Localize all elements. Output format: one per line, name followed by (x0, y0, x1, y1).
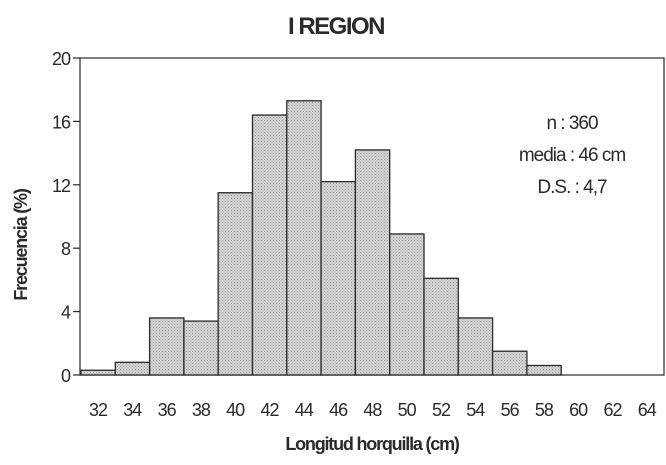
bar-32 (80, 369, 116, 376)
bar-56 (491, 350, 528, 376)
x-tick-label: 64 (638, 400, 657, 420)
x-tick-label: 54 (466, 400, 485, 420)
x-axis-label: Longitud horquilla (cm) (285, 434, 460, 454)
x-tick-label: 60 (569, 400, 588, 420)
y-tick-label: 8 (61, 239, 71, 259)
x-tick-label: 48 (363, 400, 382, 420)
y-axis: 0 4 8 12 16 20 (52, 49, 80, 386)
y-axis-label: Frecuencia (%) (11, 188, 31, 300)
x-tick-label: 38 (192, 400, 211, 420)
bar-50 (389, 233, 425, 376)
x-tick-label: 62 (603, 400, 622, 420)
bar-38 (183, 320, 219, 376)
bar-52 (423, 277, 459, 376)
bar-44 (286, 100, 322, 376)
x-tick-label: 58 (535, 400, 554, 420)
y-tick-label: 4 (61, 303, 71, 323)
bar-series (80, 100, 562, 376)
x-tick-label: 32 (89, 400, 108, 420)
y-tick-label: 0 (61, 366, 71, 386)
y-tick-label: 20 (52, 49, 71, 69)
bar-40 (217, 192, 254, 376)
y-tick-label: 16 (52, 112, 71, 132)
x-tick-label: 50 (398, 400, 417, 420)
stat-media: media : 46 cm (519, 145, 625, 166)
bar-48 (354, 149, 391, 376)
chart-title: I REGION (288, 13, 384, 40)
bar-54 (457, 317, 494, 376)
x-tick-label: 42 (260, 400, 279, 420)
x-tick-label: 44 (295, 400, 314, 420)
bar-46 (320, 180, 357, 376)
bar-34 (114, 361, 151, 376)
bar-42 (251, 114, 288, 376)
x-axis: 32 34 36 38 40 42 44 46 48 50 52 54 56 58 60 62 64 (89, 400, 658, 420)
x-tick-label: 56 (501, 400, 520, 420)
y-tick-label: 12 (52, 176, 71, 196)
x-tick-label: 52 (432, 400, 451, 420)
x-tick-label: 36 (158, 400, 177, 420)
bar-36 (148, 317, 185, 376)
bar-58 (526, 364, 562, 376)
x-tick-label: 46 (329, 400, 348, 420)
x-tick-label: 34 (123, 400, 142, 420)
x-tick-label: 40 (226, 400, 245, 420)
stat-n: n : 360 (546, 113, 598, 134)
stat-ds: D.S. : 4,7 (537, 177, 607, 198)
